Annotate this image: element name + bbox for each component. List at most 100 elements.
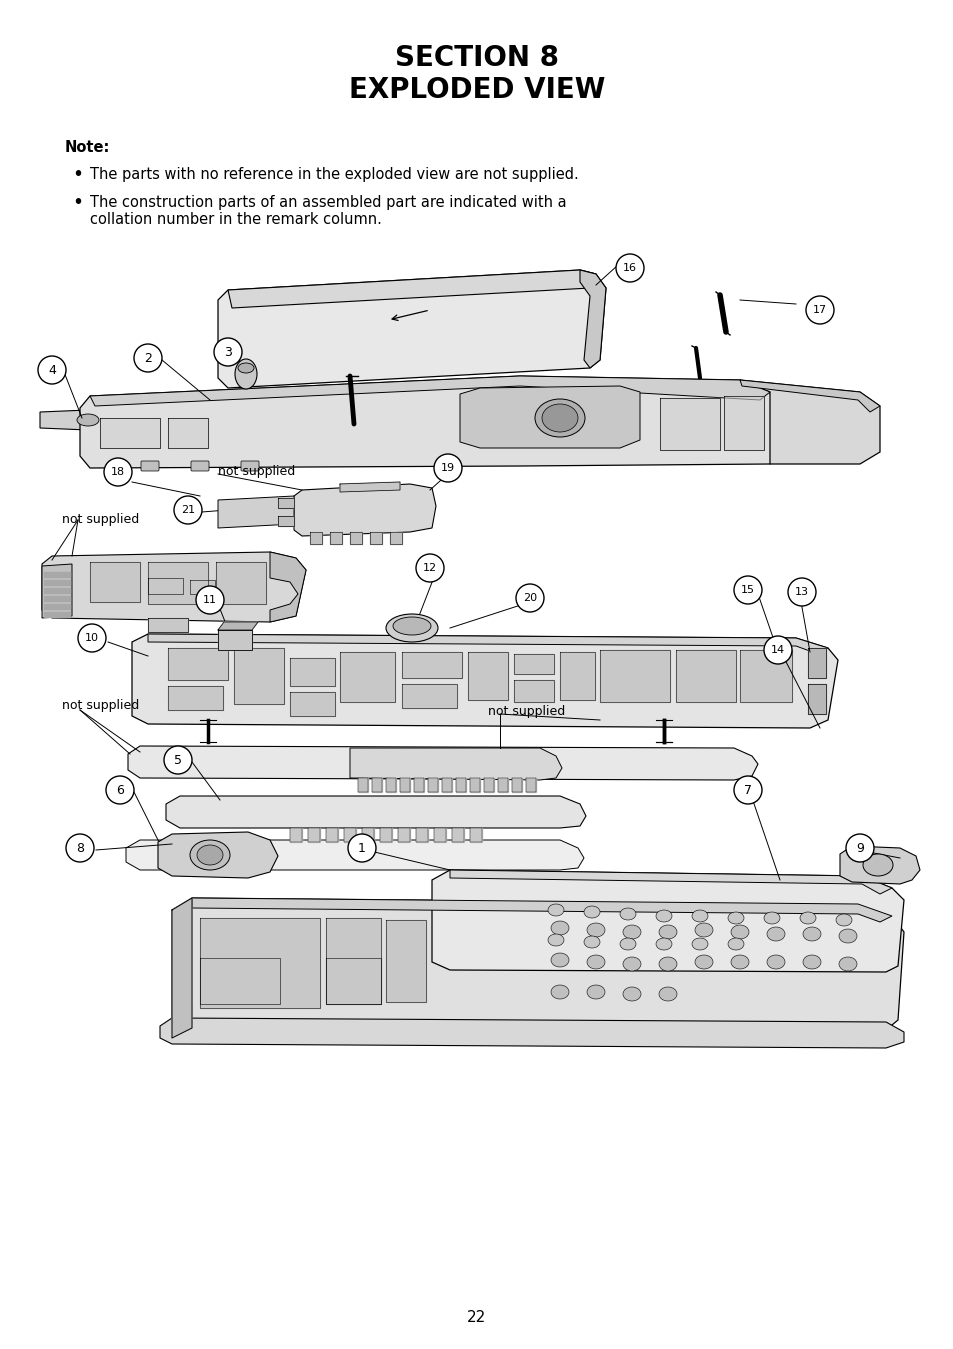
Polygon shape [330, 532, 341, 544]
Text: 18: 18 [111, 467, 125, 478]
Ellipse shape [622, 925, 640, 939]
Ellipse shape [730, 955, 748, 969]
Polygon shape [148, 634, 827, 654]
Polygon shape [432, 870, 903, 973]
Circle shape [78, 625, 106, 652]
Polygon shape [90, 376, 769, 406]
Ellipse shape [835, 915, 851, 925]
Text: 21: 21 [181, 505, 194, 515]
Polygon shape [434, 828, 446, 842]
Ellipse shape [656, 938, 671, 950]
Ellipse shape [234, 359, 256, 389]
Ellipse shape [622, 987, 640, 1001]
Circle shape [516, 584, 543, 612]
Ellipse shape [535, 399, 584, 437]
Polygon shape [740, 380, 879, 411]
Ellipse shape [586, 955, 604, 969]
Polygon shape [344, 828, 355, 842]
Polygon shape [277, 498, 294, 509]
Circle shape [173, 496, 202, 523]
Text: not supplied: not supplied [488, 706, 565, 719]
Text: 3: 3 [224, 345, 232, 359]
Polygon shape [416, 828, 428, 842]
Ellipse shape [551, 952, 568, 967]
Text: 22: 22 [467, 1310, 486, 1326]
Text: 6: 6 [116, 784, 124, 796]
Polygon shape [414, 778, 423, 792]
Ellipse shape [763, 912, 780, 924]
Circle shape [416, 554, 443, 581]
Polygon shape [525, 778, 536, 792]
Polygon shape [90, 563, 140, 602]
Polygon shape [370, 532, 381, 544]
Polygon shape [740, 650, 791, 701]
Circle shape [133, 344, 162, 372]
Polygon shape [350, 532, 361, 544]
Ellipse shape [551, 921, 568, 935]
Polygon shape [44, 612, 70, 616]
Polygon shape [172, 898, 903, 1031]
Polygon shape [441, 778, 452, 792]
Polygon shape [233, 648, 284, 704]
Ellipse shape [802, 927, 821, 942]
Text: 4: 4 [48, 363, 56, 376]
Text: 15: 15 [740, 585, 754, 595]
Polygon shape [361, 828, 374, 842]
Polygon shape [456, 778, 465, 792]
Ellipse shape [766, 927, 784, 942]
Polygon shape [326, 919, 380, 1004]
Ellipse shape [727, 912, 743, 924]
Polygon shape [168, 418, 208, 448]
Circle shape [763, 635, 791, 664]
Polygon shape [270, 552, 306, 622]
Ellipse shape [691, 911, 707, 921]
Polygon shape [44, 588, 70, 594]
Ellipse shape [862, 854, 892, 876]
Polygon shape [132, 634, 837, 728]
Ellipse shape [659, 987, 677, 1001]
Text: 13: 13 [794, 587, 808, 598]
Polygon shape [326, 958, 380, 1004]
Ellipse shape [551, 985, 568, 1000]
Circle shape [805, 295, 833, 324]
Text: 10: 10 [85, 633, 99, 643]
Polygon shape [450, 870, 891, 894]
Polygon shape [807, 684, 825, 714]
Ellipse shape [619, 908, 636, 920]
Polygon shape [215, 563, 266, 604]
Ellipse shape [386, 614, 437, 642]
FancyBboxPatch shape [241, 461, 258, 471]
Ellipse shape [656, 911, 671, 921]
Polygon shape [200, 919, 319, 1008]
Ellipse shape [691, 938, 707, 950]
Polygon shape [168, 687, 223, 710]
Polygon shape [40, 410, 88, 430]
Polygon shape [452, 828, 463, 842]
Text: 20: 20 [522, 594, 537, 603]
Polygon shape [483, 778, 494, 792]
Text: 5: 5 [173, 754, 182, 766]
Circle shape [213, 339, 242, 366]
Text: The construction parts of an assembled part are indicated with a: The construction parts of an assembled p… [90, 194, 566, 209]
Polygon shape [390, 532, 401, 544]
Circle shape [195, 585, 224, 614]
Ellipse shape [802, 955, 821, 969]
Ellipse shape [237, 363, 253, 374]
Polygon shape [218, 270, 605, 389]
FancyBboxPatch shape [191, 461, 209, 471]
Ellipse shape [766, 955, 784, 969]
Text: 19: 19 [440, 463, 455, 473]
Polygon shape [44, 580, 70, 585]
Circle shape [733, 576, 761, 604]
Circle shape [787, 577, 815, 606]
Ellipse shape [583, 936, 599, 948]
Polygon shape [190, 580, 214, 594]
Polygon shape [514, 654, 554, 674]
Ellipse shape [393, 616, 431, 635]
Text: 8: 8 [76, 842, 84, 854]
Polygon shape [310, 532, 322, 544]
Polygon shape [659, 398, 720, 451]
Polygon shape [158, 832, 277, 878]
Text: 11: 11 [203, 595, 216, 604]
Polygon shape [148, 577, 183, 594]
